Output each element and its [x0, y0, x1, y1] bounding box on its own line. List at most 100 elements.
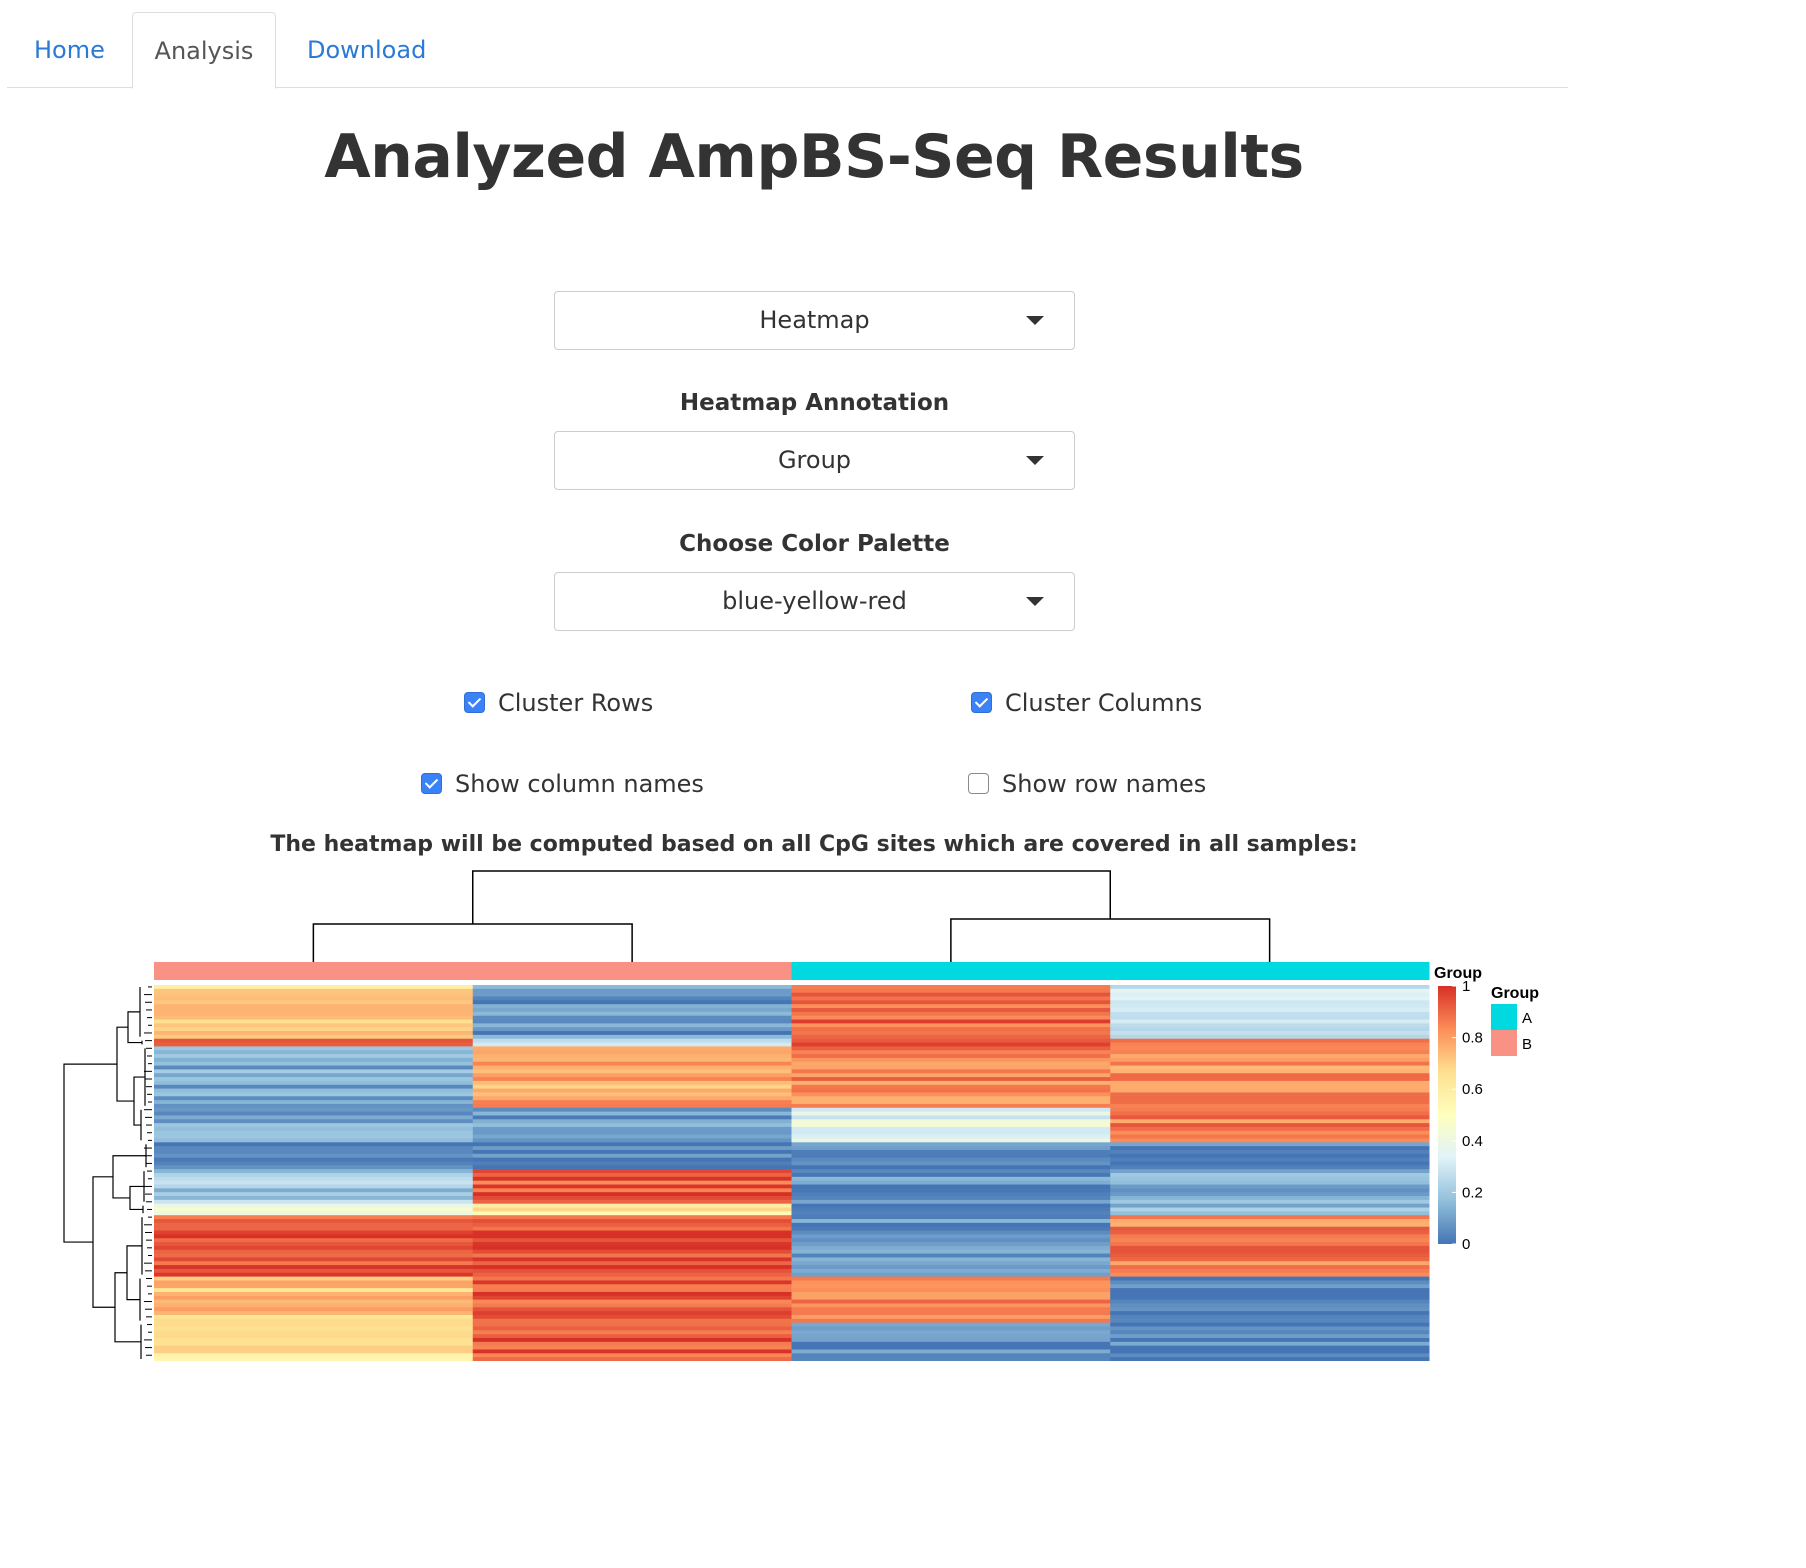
heatmap-cell	[1110, 1138, 1430, 1143]
heatmap-cell	[154, 1318, 474, 1324]
heatmap-cell	[472, 1261, 792, 1266]
heatmap-cell	[1110, 1153, 1430, 1159]
heatmap-cell	[154, 1080, 474, 1086]
heatmap-cell	[154, 1092, 474, 1097]
heatmap-cell	[154, 996, 474, 1001]
heatmap-cell	[791, 1031, 1111, 1036]
heatmap-cell	[1110, 1199, 1430, 1205]
plot-type-select[interactable]: Heatmap	[554, 291, 1075, 350]
heatmap-cell	[472, 1230, 792, 1235]
heatmap-cell	[791, 1334, 1111, 1339]
heatmap-cell	[154, 1357, 474, 1361]
heatmap-cell	[791, 1353, 1111, 1358]
heatmap-cell	[154, 1280, 474, 1285]
heatmap-cell	[472, 1111, 792, 1116]
heatmap-cell	[472, 1238, 792, 1243]
heatmap-cell	[154, 1149, 474, 1155]
heatmap-cell	[791, 1349, 1111, 1354]
heatmap-cell	[1110, 1050, 1430, 1055]
tab-analysis[interactable]: Analysis	[132, 12, 276, 89]
heatmap-cell	[1110, 1215, 1430, 1220]
heatmap-cell	[472, 1146, 792, 1151]
heatmap-cell	[472, 996, 792, 1001]
group-legend-label: B	[1522, 1036, 1532, 1053]
heatmap-cell	[472, 1015, 792, 1020]
heatmap-cell	[1110, 1219, 1430, 1224]
heatmap-cell	[472, 1295, 792, 1301]
heatmap-cell	[1110, 1265, 1430, 1270]
heatmap-cell	[791, 1215, 1111, 1220]
heatmap-cell	[1110, 1031, 1430, 1036]
heatmap-cell	[472, 1077, 792, 1082]
heatmap-cell	[1110, 1103, 1430, 1109]
heatmap-cell	[791, 1027, 1111, 1032]
heatmap-cell	[154, 1249, 474, 1254]
heatmap-cell	[472, 1249, 792, 1254]
annotation-label: Heatmap Annotation	[679, 390, 950, 416]
tab-home[interactable]: Home	[34, 36, 105, 64]
heatmap-cell	[154, 1157, 474, 1162]
heatmap-cell	[154, 1111, 474, 1116]
heatmap-cell	[472, 1276, 792, 1281]
heatmap-cell	[791, 1103, 1111, 1109]
heatmap-cell	[791, 1265, 1111, 1270]
heatmap-cell	[154, 1226, 474, 1231]
checkbox-icon[interactable]	[464, 692, 485, 713]
heatmap-cell	[154, 1061, 474, 1066]
heatmap-cell	[154, 1107, 474, 1113]
heatmap-cell	[154, 1261, 474, 1266]
heatmap-cell	[154, 1268, 474, 1274]
checkbox-icon[interactable]	[968, 773, 989, 794]
heatmap-cell	[154, 988, 474, 994]
heatmap-cell	[472, 1291, 792, 1297]
tab-download[interactable]: Download	[307, 36, 427, 64]
heatmap-cell	[154, 1065, 474, 1070]
heatmap-cell	[791, 1050, 1111, 1055]
group-annotation-bar	[154, 962, 1430, 980]
heatmap-cell	[472, 992, 792, 997]
heatmap-cell	[1110, 992, 1430, 997]
heatmap-cell	[1110, 1326, 1430, 1331]
heatmap-cell	[791, 1142, 1111, 1147]
heatmap-cell	[472, 1061, 792, 1066]
heatmap-cell	[154, 1330, 474, 1335]
heatmap-cell	[1110, 1299, 1430, 1304]
heatmap-cell	[791, 1280, 1111, 1285]
heatmap-cell	[1110, 1242, 1430, 1247]
checkbox-icon[interactable]	[421, 773, 442, 794]
heatmap-cell	[1110, 1084, 1430, 1089]
heatmap-cell	[154, 1314, 474, 1320]
heatmap-cell	[791, 1326, 1111, 1331]
heatmap-cell	[791, 1080, 1111, 1086]
checkbox-icon[interactable]	[971, 692, 992, 713]
heatmap-cell	[791, 1123, 1111, 1128]
heatmap-cell	[472, 1157, 792, 1162]
heatmap-cell	[154, 1334, 474, 1339]
heatmap-cell	[154, 1050, 474, 1055]
heatmap-cell	[472, 1245, 792, 1251]
heatmap-cell	[1110, 1165, 1430, 1170]
heatmap-cell	[1110, 1345, 1430, 1350]
heatmap-cell	[154, 1196, 474, 1201]
heatmap-cell	[1110, 1341, 1430, 1347]
dendrogram-branch	[114, 1272, 141, 1343]
heatmap-cell	[472, 1265, 792, 1270]
heatmap-cell	[791, 1303, 1111, 1308]
annotation-select[interactable]: Group	[554, 431, 1075, 490]
chevron-down-icon	[1026, 456, 1044, 465]
heatmap-cell	[154, 1326, 474, 1331]
heatmap-cell	[1110, 1176, 1430, 1182]
heatmap-cell	[791, 1314, 1111, 1320]
heatmap-cell	[791, 1157, 1111, 1162]
heatmap-cell	[791, 1238, 1111, 1243]
heatmap-cell	[154, 1054, 474, 1059]
heatmap-cell	[791, 1073, 1111, 1078]
heatmap-cell	[1110, 1173, 1430, 1178]
heatmap-cell	[154, 1199, 474, 1205]
heatmap-cell	[154, 1272, 474, 1277]
heatmap-cell	[1110, 1234, 1430, 1239]
heatmap-cell	[472, 1207, 792, 1212]
heatmap-cell	[472, 1027, 792, 1032]
heatmap-cell	[472, 1211, 792, 1216]
palette-select[interactable]: blue-yellow-red	[554, 572, 1075, 631]
